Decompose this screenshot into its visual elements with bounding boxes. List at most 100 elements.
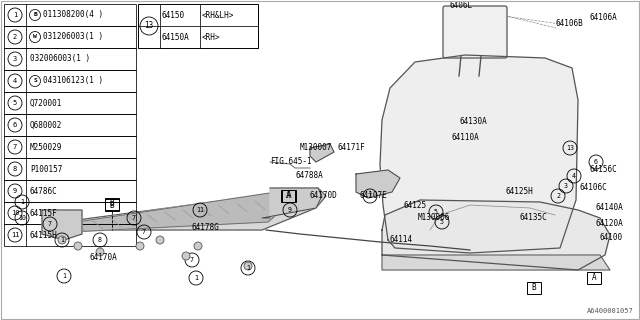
Text: 8: 8 bbox=[13, 166, 17, 172]
Bar bbox=[4, 4, 136, 26]
Text: 64135C: 64135C bbox=[520, 213, 548, 222]
Text: 64140A: 64140A bbox=[596, 204, 624, 212]
Circle shape bbox=[194, 242, 202, 250]
Polygon shape bbox=[62, 188, 326, 230]
Text: 5: 5 bbox=[13, 100, 17, 106]
Text: 64170A: 64170A bbox=[90, 253, 118, 262]
Text: 10: 10 bbox=[18, 215, 26, 221]
Bar bbox=[587, 272, 601, 284]
Text: 043106123(1 ): 043106123(1 ) bbox=[43, 76, 103, 85]
Circle shape bbox=[182, 252, 190, 260]
Bar bbox=[105, 198, 119, 210]
Text: 6: 6 bbox=[594, 159, 598, 165]
Text: A6400001057: A6400001057 bbox=[588, 308, 634, 314]
Bar bbox=[4, 136, 136, 158]
Bar bbox=[4, 26, 136, 48]
Text: 1: 1 bbox=[62, 273, 66, 279]
Circle shape bbox=[136, 242, 144, 250]
Text: A: A bbox=[287, 191, 291, 201]
Text: 11: 11 bbox=[196, 207, 204, 213]
Bar bbox=[527, 282, 541, 294]
Bar bbox=[4, 202, 136, 224]
Text: 7: 7 bbox=[142, 229, 146, 235]
Text: Q680002: Q680002 bbox=[30, 121, 62, 130]
Circle shape bbox=[156, 236, 164, 244]
Text: 1: 1 bbox=[20, 199, 24, 205]
Text: 64125: 64125 bbox=[404, 202, 427, 211]
Text: W: W bbox=[33, 35, 37, 39]
Polygon shape bbox=[70, 190, 296, 232]
Text: 7: 7 bbox=[48, 221, 52, 227]
Circle shape bbox=[58, 236, 66, 244]
Text: B: B bbox=[33, 12, 37, 18]
Text: 1: 1 bbox=[194, 275, 198, 281]
Text: 64106C: 64106C bbox=[580, 183, 608, 193]
Text: 64110A: 64110A bbox=[452, 133, 480, 142]
Text: 1: 1 bbox=[246, 265, 250, 271]
Bar bbox=[4, 92, 136, 114]
Text: 9: 9 bbox=[288, 207, 292, 213]
Bar bbox=[282, 190, 296, 202]
Text: 3: 3 bbox=[13, 56, 17, 62]
Text: 64114: 64114 bbox=[390, 236, 413, 244]
Text: 9: 9 bbox=[13, 188, 17, 194]
Polygon shape bbox=[310, 144, 334, 162]
Text: 64171F: 64171F bbox=[338, 143, 365, 153]
Text: Q720001: Q720001 bbox=[30, 99, 62, 108]
Text: 64788A: 64788A bbox=[296, 172, 324, 180]
Polygon shape bbox=[382, 200, 610, 270]
Text: 4: 4 bbox=[13, 78, 17, 84]
Text: 11: 11 bbox=[11, 232, 19, 238]
Bar bbox=[281, 190, 295, 202]
Text: 7: 7 bbox=[13, 144, 17, 150]
Text: 64115F: 64115F bbox=[30, 209, 58, 218]
Bar bbox=[105, 199, 119, 211]
Text: 1: 1 bbox=[60, 237, 64, 243]
Text: 3: 3 bbox=[564, 183, 568, 189]
Text: 64125H: 64125H bbox=[506, 188, 534, 196]
Text: 2: 2 bbox=[13, 34, 17, 40]
Text: 032006003(1 ): 032006003(1 ) bbox=[30, 54, 90, 63]
Text: B: B bbox=[109, 201, 115, 210]
Text: 64150A: 64150A bbox=[162, 33, 189, 42]
Circle shape bbox=[96, 248, 104, 256]
Bar bbox=[4, 158, 136, 180]
Bar bbox=[4, 114, 136, 136]
Text: 64178G: 64178G bbox=[192, 223, 220, 233]
Text: 64100: 64100 bbox=[600, 234, 623, 243]
Polygon shape bbox=[380, 55, 578, 253]
Text: B: B bbox=[532, 284, 536, 292]
Text: 4: 4 bbox=[572, 173, 576, 179]
Text: 7: 7 bbox=[190, 257, 194, 263]
Bar bbox=[138, 4, 258, 48]
Text: FIG.645-1: FIG.645-1 bbox=[270, 157, 312, 166]
Text: 8: 8 bbox=[98, 237, 102, 243]
Text: 7: 7 bbox=[132, 215, 136, 221]
Text: 5: 5 bbox=[434, 209, 438, 215]
Text: 64130A: 64130A bbox=[460, 117, 488, 126]
Text: S: S bbox=[33, 78, 37, 84]
Text: B: B bbox=[109, 199, 115, 209]
Text: 5: 5 bbox=[440, 219, 444, 225]
Bar bbox=[4, 180, 136, 202]
Text: A: A bbox=[592, 274, 596, 283]
Text: 64150: 64150 bbox=[162, 11, 185, 20]
Text: P100157: P100157 bbox=[30, 164, 62, 173]
Text: M250029: M250029 bbox=[30, 142, 62, 151]
Text: 64106B: 64106B bbox=[556, 20, 584, 28]
Text: 64115H: 64115H bbox=[30, 230, 58, 239]
Text: 13: 13 bbox=[566, 145, 574, 151]
Text: 64156C: 64156C bbox=[590, 165, 618, 174]
Bar bbox=[4, 70, 136, 92]
Text: 64786C: 64786C bbox=[30, 187, 58, 196]
Text: 10: 10 bbox=[11, 210, 19, 216]
Text: 13: 13 bbox=[145, 21, 154, 30]
FancyBboxPatch shape bbox=[443, 6, 507, 58]
Text: 64106A: 64106A bbox=[590, 13, 618, 22]
Polygon shape bbox=[382, 255, 610, 270]
Text: 1: 1 bbox=[13, 12, 17, 18]
Text: 64170D: 64170D bbox=[310, 191, 338, 201]
Text: 6: 6 bbox=[13, 122, 17, 128]
Text: 7: 7 bbox=[368, 193, 372, 199]
Text: A: A bbox=[285, 191, 291, 201]
